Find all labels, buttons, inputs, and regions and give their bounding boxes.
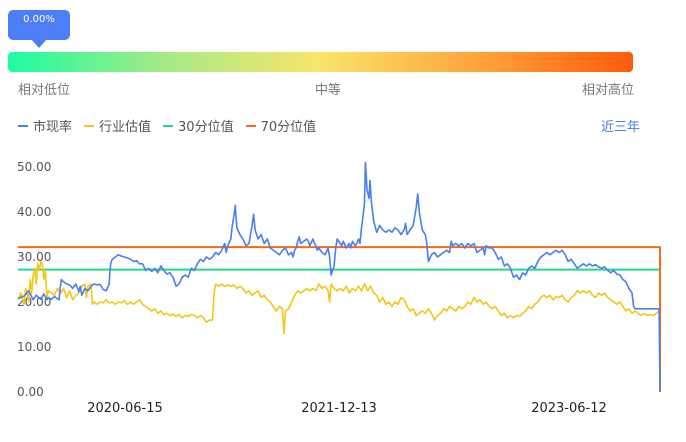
y-tick-label: 50.00 bbox=[17, 160, 51, 174]
y-tick-label: 20.00 bbox=[17, 295, 51, 309]
legend-label-industry: 行业估值 bbox=[99, 120, 152, 135]
legend-label-p30: 30分位值 bbox=[178, 120, 234, 135]
y-tick-label: 30.00 bbox=[17, 250, 51, 264]
scale-label-high: 相对高位 bbox=[582, 83, 635, 98]
chart-legend: 市现率 行业估值 30分位值 70分位值 bbox=[18, 116, 316, 135]
x-tick-label: 2020-06-15 bbox=[87, 401, 163, 416]
percentile-tooltip: 0.00% bbox=[8, 10, 70, 48]
scale-label-low: 相对低位 bbox=[18, 83, 71, 98]
legend-swatch-p30 bbox=[163, 124, 174, 127]
legend-swatch-industry bbox=[84, 124, 95, 127]
period-button-3y[interactable]: 近三年 bbox=[600, 120, 640, 135]
y-tick-label: 10.00 bbox=[17, 340, 51, 354]
legend-label-pb: 市现率 bbox=[33, 120, 73, 135]
scale-label-mid: 中等 bbox=[315, 83, 342, 98]
legend-item-p70[interactable]: 70分位值 bbox=[245, 116, 317, 135]
legend-swatch-pb bbox=[18, 124, 28, 127]
legend-swatch-p70 bbox=[245, 124, 256, 127]
percentile-value: 0.00% bbox=[23, 14, 55, 25]
y-tick-label: 40.00 bbox=[17, 205, 51, 219]
series-line-pb bbox=[17, 161, 661, 393]
legend-item-industry[interactable]: 行业估值 bbox=[84, 116, 151, 135]
chart-lines bbox=[17, 161, 661, 393]
x-axis-ticks: 2020-06-15 2021-12-13 2023-06-12 bbox=[87, 401, 607, 416]
x-tick-label: 2023-06-12 bbox=[531, 401, 607, 416]
x-tick-label: 2021-12-13 bbox=[301, 401, 377, 416]
legend-item-pb[interactable]: 市现率 bbox=[18, 116, 72, 135]
series-line-industry bbox=[17, 260, 660, 335]
legend-label-p70: 70分位值 bbox=[260, 120, 317, 135]
y-tick-label: 0.00 bbox=[17, 385, 44, 399]
y-axis-ticks: 50.00 40.00 30.00 20.00 10.00 0.00 bbox=[17, 160, 51, 399]
legend-item-p30[interactable]: 30分位值 bbox=[163, 116, 234, 135]
percentile-gradient-bar bbox=[8, 52, 633, 72]
